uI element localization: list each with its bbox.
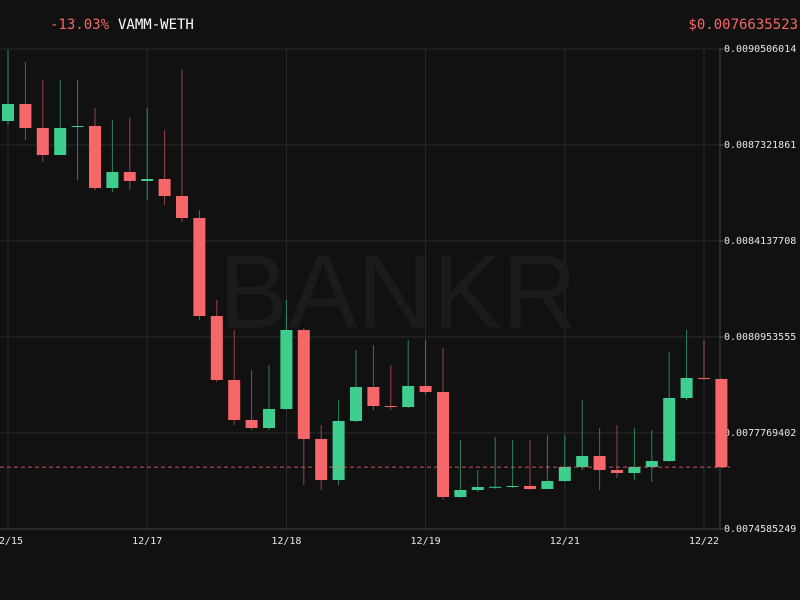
candle-body — [245, 419, 258, 429]
candle-body — [280, 329, 293, 409]
candle-body — [106, 172, 119, 188]
candle-body — [489, 486, 502, 488]
candle-body — [680, 377, 693, 399]
candle-body — [576, 455, 589, 467]
candle-body — [402, 386, 415, 407]
y-tick-label: 0.0084137708 — [724, 236, 796, 247]
candle-body — [558, 466, 571, 482]
candle-body — [71, 126, 84, 128]
candle-body — [210, 316, 223, 381]
candle-body — [141, 179, 154, 181]
candle-body — [89, 126, 101, 188]
candle-body — [315, 438, 328, 480]
y-tick-label: 0.0080953555 — [724, 332, 796, 343]
x-tick-label: 12/18 — [271, 536, 301, 547]
candle-body — [471, 487, 484, 490]
candle-body — [54, 127, 67, 156]
candle-body — [228, 380, 241, 420]
price-change: -13.03% — [50, 17, 110, 33]
candle-body — [263, 408, 275, 429]
candle-body — [715, 378, 728, 468]
candle-body — [524, 485, 536, 489]
candle-body — [419, 386, 432, 393]
candle-body — [698, 377, 710, 379]
candle-body — [593, 455, 606, 471]
candle-body — [36, 127, 49, 156]
candle-body — [332, 420, 345, 480]
candle-body — [645, 460, 658, 467]
watermark: BANKR — [219, 234, 577, 350]
candle-body — [193, 217, 206, 317]
y-tick-label: 0.0090506014 — [724, 44, 796, 55]
x-tick-label: 12/15 — [0, 536, 23, 547]
pair-name: VAMM-WETH — [118, 17, 194, 33]
candle-body — [384, 405, 397, 407]
candle-body — [176, 196, 188, 218]
x-tick-label: 12/19 — [411, 536, 441, 547]
candle-body — [611, 470, 623, 473]
candle-body — [367, 387, 380, 406]
y-tick-label: 0.0087321861 — [724, 140, 796, 151]
candle-body — [454, 489, 467, 497]
candle-body — [158, 179, 171, 197]
candle-body — [541, 481, 554, 489]
y-tick-label: 0.0074585249 — [724, 524, 796, 535]
candle-body — [19, 103, 32, 128]
candle-body — [2, 103, 14, 121]
x-tick-label: 12/22 — [689, 536, 719, 547]
last-price: $0.0076635523 — [688, 17, 798, 33]
candle-body — [663, 398, 676, 461]
candle-body — [123, 172, 136, 181]
candle-body — [350, 387, 362, 421]
candle-body — [506, 485, 519, 487]
candle-body — [437, 392, 449, 497]
candle-body — [628, 466, 641, 473]
y-tick-label: 0.0077769402 — [724, 428, 796, 439]
x-tick-label: 12/17 — [132, 536, 162, 547]
candle-body — [297, 329, 310, 439]
x-tick-label: 12/21 — [550, 536, 580, 547]
